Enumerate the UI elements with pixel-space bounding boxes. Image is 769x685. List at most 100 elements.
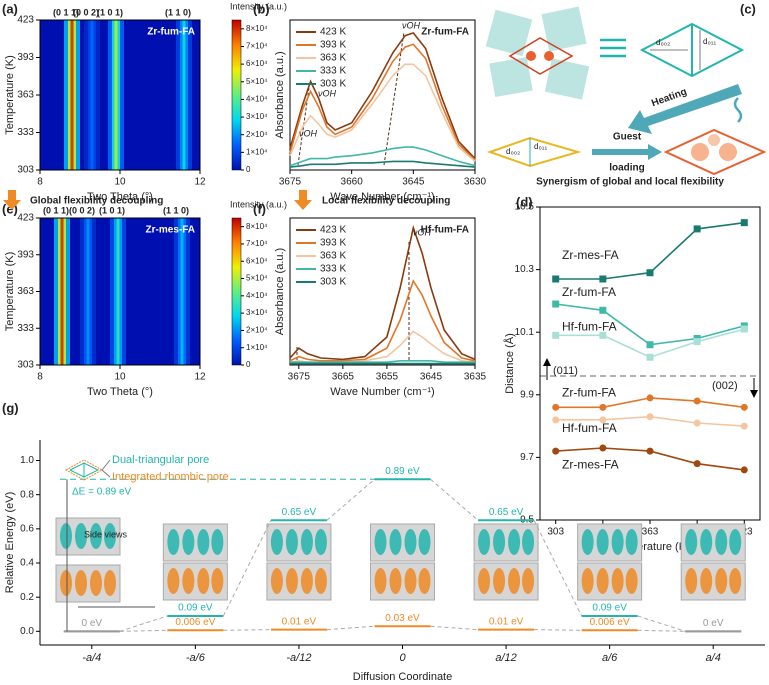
- colorbar-tick-label: 8×10⁴: [246, 24, 268, 33]
- marker: [693, 225, 701, 233]
- level-connector: [637, 615, 686, 632]
- annotation: ΔE = 0.89 eV: [72, 487, 132, 498]
- rhombus: [663, 128, 767, 176]
- x-tick-label: 303: [547, 527, 564, 538]
- structure-pore: [493, 568, 506, 594]
- y-tick-label: 393: [17, 249, 34, 260]
- legend-label: Integrated rhombic pore: [112, 471, 229, 483]
- guest: [719, 143, 737, 161]
- x-axis-title: Wave Number (cm⁻¹): [330, 386, 434, 398]
- down-arrow: [294, 190, 312, 210]
- annotation: νOH: [299, 128, 318, 138]
- value-label: 0.03 eV: [385, 613, 420, 624]
- legend-icon: [69, 462, 85, 478]
- d-label: d₀₁₁: [534, 142, 547, 151]
- structure-pore: [90, 523, 102, 549]
- marker: [693, 338, 701, 346]
- down-arrow: [3, 190, 21, 210]
- peak-label: (1 1 0): [165, 7, 191, 17]
- colorbar-tick-label: 6×10⁴: [246, 256, 268, 265]
- x-tick-label: 8: [37, 372, 43, 383]
- series-label: Zr-fum-FA: [562, 385, 616, 399]
- y-tick-label: 333: [17, 323, 34, 334]
- x-tick-label: 8: [37, 177, 43, 188]
- peak-arrow: [383, 31, 405, 166]
- panel-c-diagram: d₀₀₂ d₀₁₁ Heating d₀₀₂ d₀₁₁ Guest loadin…: [485, 6, 767, 188]
- structure-pore: [611, 568, 624, 594]
- d-label: d₀₁₁: [703, 37, 716, 46]
- pore-outline: [508, 37, 574, 75]
- series-line: [289, 31, 476, 160]
- structure-pore: [60, 570, 72, 596]
- x-tick-label: 3675: [279, 177, 302, 188]
- legend-label: 423 K: [320, 27, 346, 38]
- x-tick-label: -a/6: [186, 652, 206, 664]
- structure-pore: [685, 529, 698, 555]
- peak-label: (1 0 1): [97, 7, 123, 17]
- chart-title: Zr-fum-FA: [421, 27, 469, 38]
- value-label: 0.006 eV: [590, 617, 630, 628]
- legend-label: 423 K: [320, 225, 346, 236]
- structure-pore: [478, 568, 491, 594]
- down-arrow-head: [750, 390, 758, 398]
- x-tick-label: 3645: [402, 177, 425, 188]
- series-line: [289, 63, 476, 163]
- structure-pore: [404, 568, 417, 594]
- value-label: 0.65 eV: [282, 507, 317, 518]
- x-axis-title: Two Theta (°): [87, 386, 153, 398]
- peak-label: (0 0 2): [73, 7, 99, 17]
- heatmap-stripe: [90, 20, 94, 170]
- colorbar-title: Intensity (a.u.): [230, 199, 287, 209]
- peak-label: (0 1 1): [53, 7, 79, 17]
- structure-pore: [625, 529, 638, 555]
- y-tick-label: 393: [17, 52, 34, 63]
- legend-label: Dual-triangular pore: [112, 454, 209, 466]
- series-line: [290, 360, 475, 363]
- level-connector: [637, 629, 686, 632]
- peak-label: (1 0 1): [99, 205, 125, 215]
- heatmap-stripe: [70, 20, 74, 170]
- peak-arrow: [297, 87, 310, 166]
- x-tick-label: 363: [642, 527, 659, 538]
- colorbar-tick-label: 8×10⁴: [246, 222, 268, 231]
- d-label: d₀₀₂: [656, 38, 670, 47]
- marker: [693, 397, 701, 405]
- panel-label: (b): [253, 1, 270, 16]
- structure-pore: [270, 529, 283, 555]
- guest: [526, 51, 536, 61]
- x-tick-label: 12: [194, 177, 206, 188]
- y-axis-title: Absorbance (a.u.): [274, 248, 286, 335]
- structure-pore: [611, 529, 624, 555]
- heating-arrow: [628, 84, 742, 134]
- annotation: νOH: [402, 20, 421, 30]
- level-connector: [223, 629, 271, 631]
- plot-frame: [289, 19, 476, 171]
- chart-title: Zr-fum-FA: [147, 27, 195, 38]
- colorbar-tick-label: 2×10⁴: [246, 326, 268, 335]
- marker: [552, 275, 560, 283]
- loading-label: loading: [609, 163, 645, 174]
- structure-pore: [104, 570, 116, 596]
- x-axis-title: Diffusion Coordinate: [353, 671, 452, 683]
- structure-pore: [581, 568, 594, 594]
- marker: [646, 353, 654, 361]
- marker: [693, 460, 701, 468]
- structure-pore: [90, 570, 102, 596]
- y-tick-label: 10.3: [515, 264, 535, 275]
- series-label: Hf-fum-FA: [562, 320, 617, 334]
- value-label: 0.65 eV: [489, 507, 524, 518]
- y-axis-title: Relative Energy (eV): [4, 492, 16, 594]
- structure-pore: [700, 529, 713, 555]
- legend-leader: [101, 469, 111, 478]
- legend-leader: [101, 459, 111, 471]
- framework-cage: [544, 58, 590, 100]
- y-tick-label: 9.9: [520, 389, 534, 400]
- panel-label: (d): [516, 194, 533, 209]
- legend-label: 303 K: [320, 277, 346, 288]
- arrow-label: Local flexibility decoupling: [322, 196, 450, 207]
- x-tick-label: a/6: [602, 652, 618, 664]
- structure-pore: [374, 529, 387, 555]
- marker: [552, 403, 560, 411]
- x-tick-label: 3655: [376, 372, 399, 383]
- structure-pore: [508, 568, 521, 594]
